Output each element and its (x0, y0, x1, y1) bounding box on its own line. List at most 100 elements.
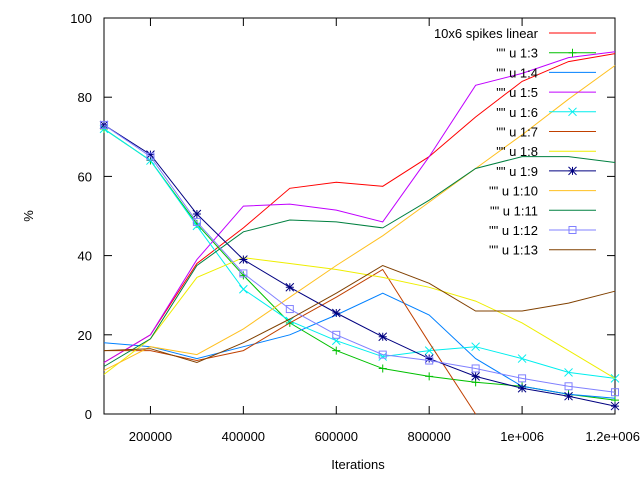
data-point (285, 305, 294, 314)
data-point (425, 356, 434, 365)
data-point (332, 346, 341, 355)
data-point (425, 372, 434, 381)
data-point (568, 107, 577, 117)
legend-label: "" u 1:4 (496, 65, 538, 80)
data-point (192, 209, 202, 219)
legend-entry: "" u 1:7 (496, 125, 596, 140)
legend-entry: "" u 1:10 (489, 184, 596, 199)
data-point (471, 342, 480, 352)
data-point (568, 166, 577, 176)
y-axis-label: % (21, 210, 36, 222)
legend-entry: "" u 1:13 (489, 243, 596, 258)
y-tick-label: 60 (78, 169, 92, 184)
series-line (103, 65, 616, 371)
legend-entry: "" u 1:8 (496, 144, 596, 159)
series-line (103, 128, 616, 379)
data-point (610, 401, 620, 411)
series-2 (100, 124, 619, 405)
data-point (239, 284, 248, 294)
series-line (103, 51, 616, 363)
legend-label: "" u 1:3 (496, 46, 538, 61)
x-tick-label: 400000 (222, 429, 265, 444)
data-point (378, 364, 387, 373)
series-10 (103, 156, 616, 367)
y-tick-label: 0 (85, 407, 92, 422)
legend: 10x6 spikes linear "" u 1:3 "" u 1:4 "" u 1… (434, 26, 596, 258)
legend-label: "" u 1:6 (496, 105, 538, 120)
data-point (564, 382, 573, 391)
data-point (285, 282, 295, 292)
legend-entry: "" u 1:5 (496, 85, 596, 100)
data-point (424, 354, 434, 363)
y-tick-label: 100 (70, 11, 92, 26)
x-axis-label: Iterations (331, 457, 385, 472)
legend-entry: "" u 1:11 (490, 203, 596, 218)
y-axis: 0 20 40 60 80 100 (70, 11, 615, 422)
x-tick-label: 800000 (407, 429, 450, 444)
data-point (517, 383, 527, 393)
data-point (100, 120, 108, 129)
x-tick-label: 1.2e+006 (585, 429, 640, 444)
series-12 (103, 264, 616, 364)
legend-label: 10x6 spikes linear (434, 26, 539, 41)
series-8 (99, 120, 620, 411)
series-4 (103, 51, 616, 363)
data-point (378, 350, 387, 359)
legend-entry: "" u 1:12 (489, 223, 596, 238)
data-point (568, 48, 577, 57)
data-point (611, 388, 619, 397)
x-axis: 200000 400000 600000 800000 1e+006 1.2e+006 (129, 18, 640, 444)
data-point (378, 332, 388, 342)
x-tick-label: 600000 (315, 429, 358, 444)
data-point (239, 255, 248, 264)
series-7 (103, 257, 616, 379)
data-point (146, 152, 155, 161)
data-point (564, 391, 573, 401)
series-line (103, 257, 616, 379)
series-line (103, 292, 616, 399)
x-tick-label: 1e+006 (500, 429, 544, 444)
legend-label: "" u 1:10 (489, 184, 538, 199)
series-line (103, 53, 616, 363)
data-point (518, 374, 527, 383)
legend-entry: "" u 1:4 (496, 65, 596, 80)
data-point (332, 330, 341, 339)
plot-border (103, 17, 616, 415)
y-tick-label: 20 (78, 328, 92, 343)
legend-label: "" u 1:12 (489, 223, 538, 238)
legend-label: "" u 1:9 (496, 164, 538, 179)
legend-entry: "" u 1:9 (496, 164, 596, 179)
series-line (103, 124, 616, 407)
series-line (103, 124, 616, 393)
legend-label: "" u 1:5 (496, 85, 538, 100)
legend-label: "" u 1:8 (496, 144, 538, 159)
legend-label: "" u 1:11 (490, 203, 538, 218)
y-tick-label: 80 (78, 90, 92, 105)
series-line (103, 264, 616, 364)
data-point (285, 316, 295, 326)
y-tick-label: 40 (78, 249, 92, 264)
data-point (471, 372, 480, 381)
legend-entry: "" u 1:6 (496, 105, 596, 120)
data-point (564, 368, 573, 377)
plot-frame (103, 17, 616, 415)
data-point (331, 308, 341, 318)
series-6 (104, 268, 477, 415)
data-point (192, 217, 201, 226)
x-tick-label: 200000 (129, 429, 172, 444)
series-line (103, 128, 616, 401)
data-point (471, 364, 480, 373)
series-1 (103, 53, 616, 363)
legend-entry: 10x6 spikes linear (434, 26, 596, 41)
data-point (517, 354, 527, 363)
legend-entry: "" u 1:3 (496, 46, 596, 61)
legend-label: "" u 1:13 (489, 243, 538, 258)
data-point (146, 150, 155, 159)
data-point (239, 269, 248, 278)
series-9 (103, 65, 616, 371)
series-5 (99, 124, 620, 383)
data-point (568, 226, 577, 234)
series-line (104, 268, 477, 415)
series-11 (100, 120, 619, 397)
